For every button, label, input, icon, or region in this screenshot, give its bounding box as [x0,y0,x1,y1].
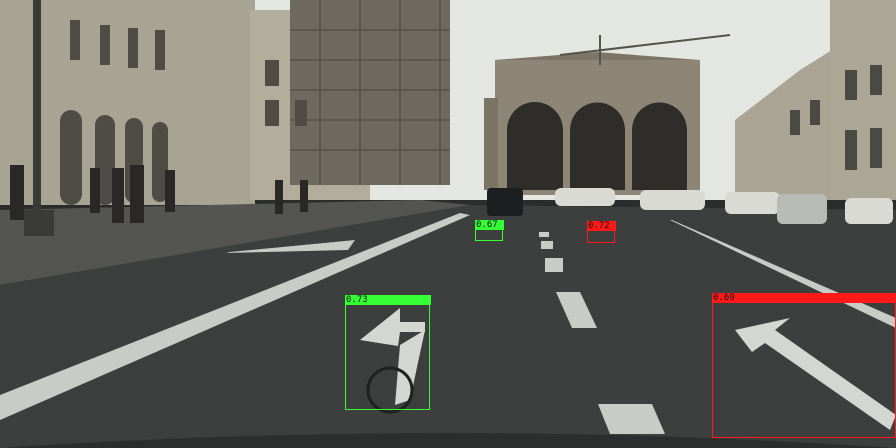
taxis [555,188,893,224]
road-arrows [360,308,896,430]
hood-emblem [366,366,414,414]
arches [507,102,687,190]
detection-score: 0.73 [345,295,431,305]
detection-box: 0.69 [712,293,896,438]
scaffold-tower [290,0,450,185]
detection-score: 0.69 [712,293,896,303]
detection-score: 0.67 [475,220,504,230]
lamp-post [33,0,41,230]
detection-box: 0.72 [587,221,616,243]
crane [559,34,731,65]
windows-left [60,20,307,205]
detection-box: 0.67 [475,220,504,241]
car-hood [0,433,896,448]
detection-score: 0.72 [587,221,616,231]
building-right [735,45,840,200]
car-ahead [487,188,523,216]
detection-box: 0.73 [345,295,431,410]
pedestrians [10,165,308,223]
road [0,205,896,448]
scaffold-lines [290,0,450,185]
